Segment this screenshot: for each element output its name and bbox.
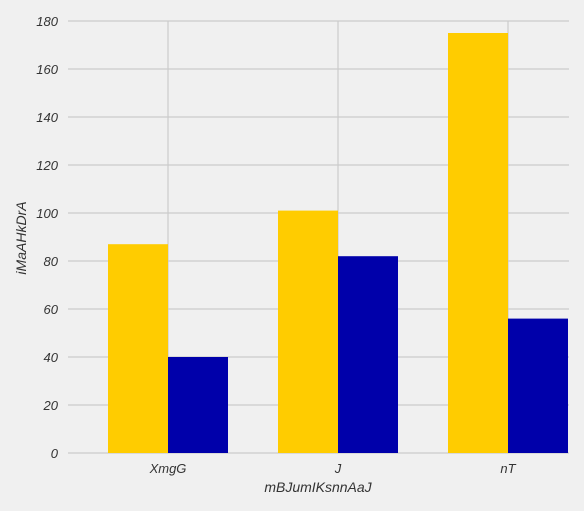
x-tick-label: nT: [500, 461, 516, 476]
y-tick-label: 80: [44, 254, 59, 269]
bar-nT-series-2: [508, 318, 568, 453]
bar-J-series-1: [278, 210, 338, 453]
bars: [108, 33, 568, 453]
y-axis-label: iMaAHkDrA: [13, 201, 29, 274]
bar-nT-series-1: [448, 33, 508, 453]
y-tick-label: 60: [44, 302, 59, 317]
x-tick-label: J: [334, 461, 342, 476]
y-tick-label: 20: [43, 398, 59, 413]
y-tick-label: 160: [36, 62, 58, 77]
x-axis-label: mBJumIKsnnAaJ: [264, 479, 372, 495]
bar-XmgG-series-2: [168, 357, 228, 453]
bar-J-series-2: [338, 256, 398, 453]
y-tick-label: 180: [36, 14, 58, 29]
y-tick-label: 0: [51, 446, 59, 461]
y-tick-label: 40: [44, 350, 59, 365]
y-tick-label: 120: [36, 158, 58, 173]
x-tick-label: XmgG: [149, 461, 187, 476]
bar-XmgG-series-1: [108, 244, 168, 453]
y-tick-labels: 0 20 40 60 80 100 120 140 160 180: [36, 14, 58, 461]
y-tick-label: 140: [36, 110, 58, 125]
y-tick-label: 100: [36, 206, 58, 221]
